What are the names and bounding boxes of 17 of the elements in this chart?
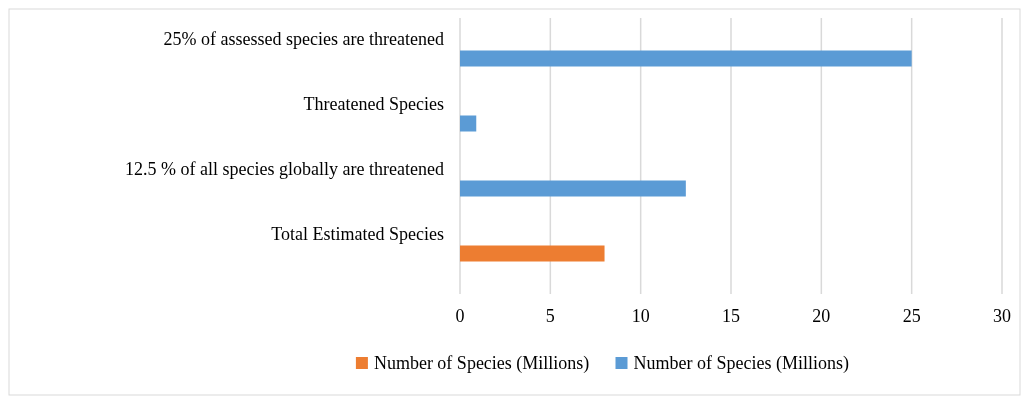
x-tick-label: 20	[812, 306, 831, 326]
legend-label: Number of Species (Millions)	[373, 353, 590, 374]
y-tick-label: Total Estimated Species	[271, 223, 444, 244]
x-tick-label: 15	[722, 306, 740, 326]
y-tick-label: 25% of assessed species are threatened	[163, 28, 444, 49]
x-tick-label: 25	[902, 306, 921, 326]
x-tick-label: 5	[545, 306, 555, 326]
y-tick-label: 12.5 % of all species globally are threatened	[125, 158, 444, 179]
bar	[460, 115, 477, 132]
bar	[460, 180, 686, 197]
y-tick-label: Threatened Species	[303, 93, 444, 114]
x-tick-label: 30	[993, 306, 1011, 326]
x-tick-label: 10	[631, 306, 650, 326]
x-tick-label: 0	[455, 306, 465, 326]
legend-label: Number of Species (Millions)	[633, 353, 849, 374]
bar	[460, 50, 912, 67]
bar	[460, 245, 605, 262]
